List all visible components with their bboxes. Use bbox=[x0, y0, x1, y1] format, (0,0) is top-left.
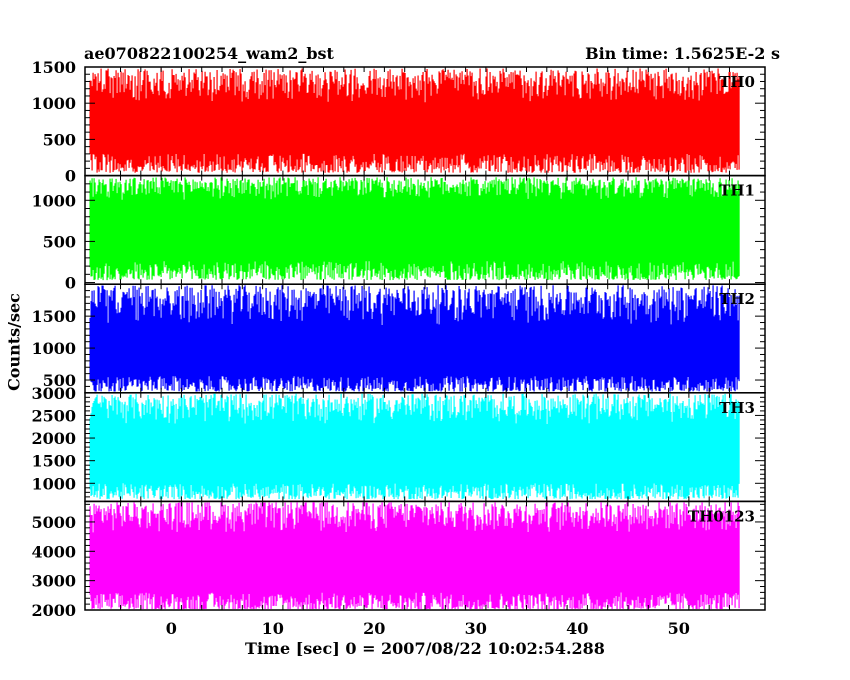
y-tick-label: 500 bbox=[43, 232, 76, 251]
y-tick-label: 1000 bbox=[31, 94, 76, 113]
y-tick-label: 2000 bbox=[31, 601, 76, 620]
th0-series bbox=[89, 68, 740, 173]
chart-title: ae070822100254_wam2_bst bbox=[84, 44, 334, 63]
y-tick-label: 5000 bbox=[31, 513, 76, 532]
th1-label: TH1 bbox=[719, 182, 755, 200]
y-tick-label: 1500 bbox=[31, 307, 76, 326]
y-tick-label: 2500 bbox=[31, 406, 76, 425]
y-tick-label: 0 bbox=[65, 167, 76, 186]
x-tick-label: 30 bbox=[465, 619, 487, 638]
x-tick-label: 0 bbox=[166, 619, 177, 638]
y-tick-label: 1500 bbox=[31, 58, 76, 77]
th3-label: TH3 bbox=[719, 399, 755, 417]
th0123-label: TH0123 bbox=[688, 507, 755, 525]
th2-series bbox=[89, 285, 740, 392]
y-tick-label: 1000 bbox=[31, 339, 76, 358]
y-tick-label: 1000 bbox=[31, 191, 76, 210]
th1-series bbox=[89, 177, 740, 281]
x-tick-label: 10 bbox=[262, 619, 284, 638]
y-tick-label: 3000 bbox=[31, 384, 76, 403]
y-tick-label: 500 bbox=[43, 371, 76, 390]
th2-label: TH2 bbox=[719, 290, 755, 308]
y-tick-label: 0 bbox=[65, 274, 76, 293]
y-tick-label: 1000 bbox=[31, 474, 76, 493]
th0123-series bbox=[89, 502, 740, 609]
th0-label: TH0 bbox=[719, 73, 755, 91]
x-axis-label: Time [sec] 0 = 2007/08/22 10:02:54.288 bbox=[245, 639, 605, 658]
y-tick-label: 2000 bbox=[31, 429, 76, 448]
x-tick-label: 40 bbox=[566, 619, 588, 638]
y-tick-label: 500 bbox=[43, 130, 76, 149]
bin-time-label: Bin time: 1.5625E-2 s bbox=[585, 44, 780, 63]
x-tick-label: 20 bbox=[363, 619, 385, 638]
x-tick-label: 50 bbox=[668, 619, 690, 638]
y-tick-label: 1500 bbox=[31, 452, 76, 471]
y-tick-label: 3000 bbox=[31, 572, 76, 591]
th3-series bbox=[89, 393, 740, 500]
y-tick-label: 4000 bbox=[31, 542, 76, 561]
